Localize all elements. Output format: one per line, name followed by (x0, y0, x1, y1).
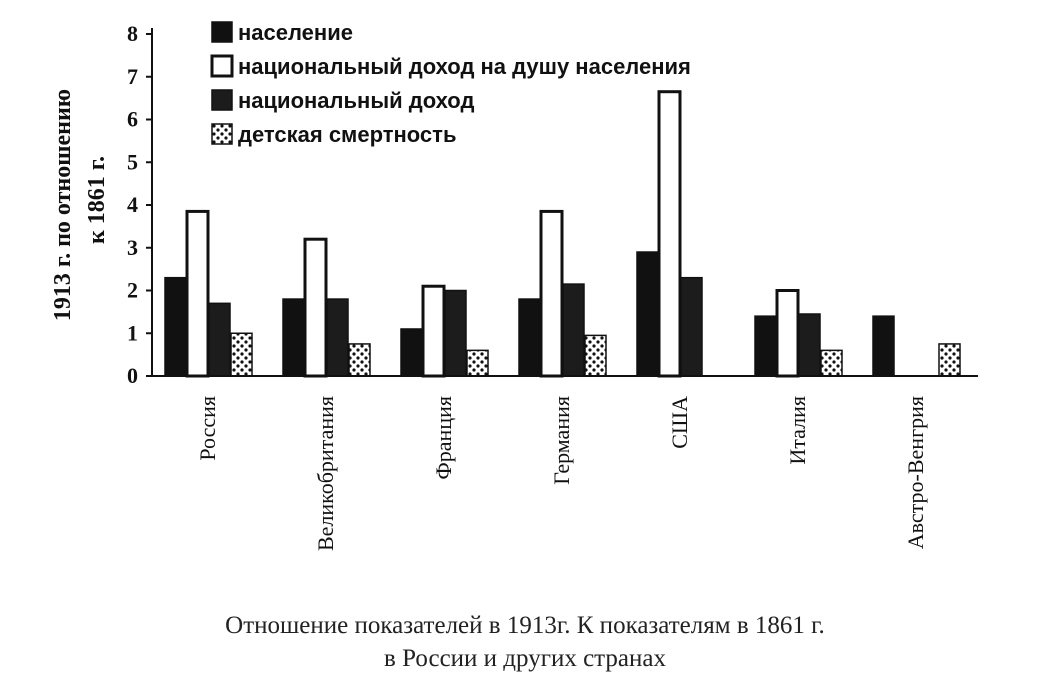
bar-0-3 (518, 298, 541, 377)
y-tick-label: 6 (127, 107, 138, 132)
bar-0-6 (872, 315, 895, 377)
bar-3-3 (584, 334, 607, 377)
bar-1-1 (303, 237, 328, 378)
y-tick-label: 0 (127, 363, 138, 388)
bar-3-6 (938, 343, 961, 377)
y-axis-label-line2: к 1861 г. (84, 156, 110, 244)
bar-2-1 (326, 298, 349, 377)
bar-1-4 (657, 90, 682, 378)
legend-swatch (211, 21, 233, 43)
bar-3-0 (230, 332, 253, 377)
category-label: Великобритания (313, 396, 338, 551)
bar-0-5 (754, 315, 777, 377)
legend-swatch (210, 54, 234, 78)
category-label: Германия (549, 396, 574, 485)
axes (151, 28, 978, 377)
y-tick-label: 4 (127, 192, 138, 217)
y-tick-label: 1 (127, 320, 138, 345)
bar-1-3 (539, 209, 564, 378)
legend-swatch (211, 123, 233, 145)
category-label: США (667, 396, 692, 449)
legend-label: население (238, 20, 353, 45)
y-tick-label: 8 (127, 21, 138, 46)
bar-2-2 (444, 289, 467, 377)
bar-2-5 (798, 313, 821, 377)
category-label: Австро-Венгрия (903, 396, 928, 549)
bar-1-2 (421, 284, 446, 378)
legend: население национальный доход на душу насе… (210, 20, 691, 147)
legend-swatch (211, 89, 233, 111)
y-tick-label: 3 (127, 235, 138, 260)
figure-caption-line1: Отношение показателей в 1913г. К показат… (225, 612, 825, 639)
bar-0-1 (282, 298, 305, 377)
y-tick-label: 7 (127, 64, 138, 89)
bar-3-2 (466, 349, 489, 377)
bar-3-5 (820, 349, 843, 377)
y-tick-label: 2 (127, 278, 138, 303)
y-axis-label-line1: 1913 г. по отношению (50, 89, 76, 321)
legend-label: национальный доход (238, 88, 474, 113)
bar-2-3 (562, 283, 585, 377)
bar-1-0 (185, 209, 210, 378)
bar-0-0 (164, 276, 187, 377)
legend-label: детская смертность (238, 122, 456, 147)
figure-caption-line2: в России и других странах (384, 645, 666, 672)
y-axis-ticks: 0 1 2 3 4 5 6 7 8 (127, 21, 152, 388)
legend-label: национальный доход на душу населения (238, 54, 691, 79)
category-label: Франция (431, 396, 456, 480)
category-label: Россия (195, 396, 220, 461)
bar-2-4 (680, 276, 703, 377)
bar-0-4 (636, 251, 659, 377)
y-axis-label: 1913 г. по отношению к 1861 г. (50, 89, 110, 321)
y-tick-label: 5 (127, 149, 138, 174)
bar-0-2 (400, 328, 423, 377)
bar-2-0 (208, 302, 231, 377)
category-label: Италия (785, 396, 810, 465)
bar-1-5 (775, 289, 800, 378)
category-labels: Россия Великобритания Франция Германия США Ит… (195, 396, 928, 551)
bar-3-1 (348, 343, 371, 377)
